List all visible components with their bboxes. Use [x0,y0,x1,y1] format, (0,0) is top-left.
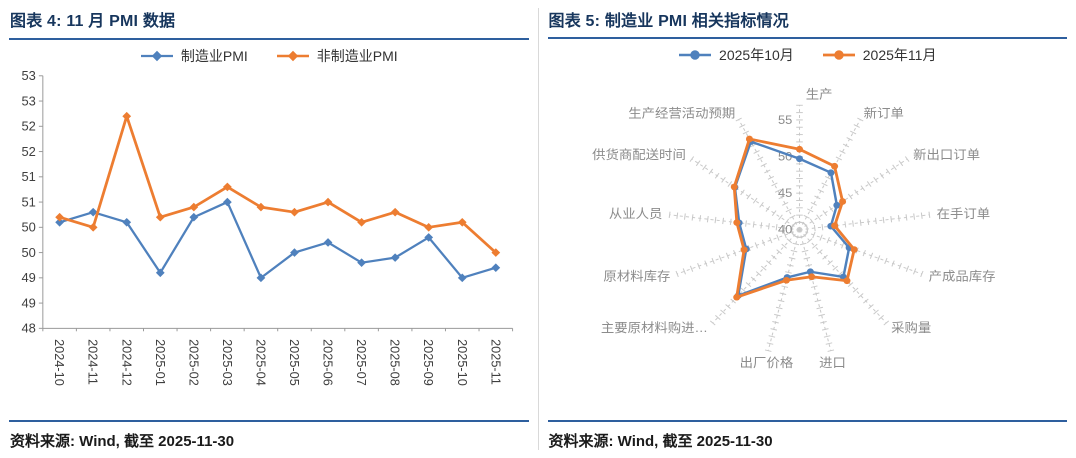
svg-text:50: 50 [21,245,35,260]
series-制造业PMI [55,197,501,282]
svg-text:进口: 进口 [819,355,846,370]
svg-text:2025-07: 2025-07 [354,339,369,386]
svg-text:53: 53 [21,93,35,108]
line-circle-marker-icon [822,50,855,60]
svg-text:2024-12: 2024-12 [119,339,134,386]
figure-5-source: 资料来源: Wind, 截至 2025-11-30 [547,420,1067,454]
svg-text:2025-06: 2025-06 [321,339,336,386]
svg-text:2024-11: 2024-11 [86,339,101,385]
svg-text:45: 45 [777,186,791,200]
svg-text:52: 52 [21,144,35,159]
svg-text:53: 53 [21,68,35,83]
svg-text:供货商配送时间: 供货商配送时间 [592,147,686,162]
svg-text:新出口订单: 新出口订单 [913,147,980,162]
series-非制造业PMI [55,111,501,257]
legend-item-manufacturing-pmi: 制造业PMI [140,46,248,66]
svg-text:新订单: 新订单 [863,106,903,121]
figure-4-source: 资料来源: Wind, 截至 2025-11-30 [9,420,529,454]
series-2025年11月 [730,135,858,301]
legend-item-nonmanufacturing-pmi: 非制造业PMI [276,46,398,66]
figure-5-title: 图表 5: 制造业 PMI 相关指标情况 [547,5,1067,39]
svg-text:2025-08: 2025-08 [388,339,403,386]
svg-text:2025-03: 2025-03 [220,339,235,386]
svg-text:48: 48 [21,320,35,335]
svg-text:出厂价格: 出厂价格 [739,355,793,370]
svg-text:50: 50 [21,219,35,234]
svg-text:2025-05: 2025-05 [287,339,302,386]
pmi-radar-chart: 40455055生产新订单新出口订单在手订单产成品库存采购量进口出厂价格主要原材… [592,87,995,370]
svg-text:在手订单: 在手订单 [936,206,990,221]
svg-text:原材料库存: 原材料库存 [603,269,670,284]
svg-text:从业人员: 从业人员 [608,206,662,221]
svg-text:2025-02: 2025-02 [186,339,201,386]
radar-chart-legend: 2025年10月 2025年11月 [548,39,1068,65]
axes: 48 49 49 50 50 51 51 52 52 53 53 2024-10 2024-11 2024… [21,68,514,386]
pmi-line-chart: 48 49 49 50 50 51 51 52 52 53 53 2024-10 2024-11 2024… [21,68,514,386]
svg-text:生产经营活动预期: 生产经营活动预期 [628,106,735,121]
svg-text:51: 51 [21,169,35,184]
svg-text:采购量: 采购量 [891,320,931,335]
figure-5-chart-area: 2025年10月 2025年11月 40 45 50 55 生产 新订单 新出口订单 在手订单… [548,39,1068,420]
svg-text:2025-10: 2025-10 [455,339,470,386]
figure-4-chart-area: 制造业PMI 非制造业PMI 48 49 49 50 50 51 51 52 52 53 53 202… [9,40,529,420]
legend-label-nonmanufacturing-pmi: 非制造业PMI [316,47,398,64]
line-diamond-marker-icon [276,50,309,61]
svg-text:55: 55 [777,113,791,127]
svg-text:2025-04: 2025-04 [253,339,268,386]
legend-label-october: 2025年10月 [719,46,794,63]
legend-label-manufacturing-pmi: 制造业PMI [180,47,248,64]
figure-4-title: 图表 4: 11 月 PMI 数据 [9,5,529,40]
svg-text:52: 52 [21,118,35,133]
legend-label-november: 2025年11月 [862,46,937,63]
legend-item-november: 2025年11月 [822,45,937,65]
svg-text:2025-01: 2025-01 [153,339,168,386]
svg-text:51: 51 [21,194,35,209]
line-circle-marker-icon [679,50,712,60]
svg-text:主要原材料购进…: 主要原材料购进… [600,320,707,335]
svg-text:49: 49 [21,270,35,285]
svg-text:2024-10: 2024-10 [52,339,67,386]
figure-4-panel: 图表 4: 11 月 PMI 数据 制造业PMI 非制造业PMI [9,5,529,454]
svg-text:2025-09: 2025-09 [421,339,436,386]
line-chart-legend: 制造业PMI 非制造业PMI [9,40,529,66]
svg-text:2025-11: 2025-11 [488,339,503,385]
svg-text:生产: 生产 [805,87,832,102]
line-diamond-marker-icon [140,50,173,61]
svg-text:40: 40 [777,223,791,237]
svg-text:49: 49 [21,295,35,310]
svg-text:产成品库存: 产成品库存 [928,269,995,284]
legend-item-october: 2025年10月 [678,45,794,65]
panel-divider [537,8,539,450]
figure-5-panel: 图表 5: 制造业 PMI 相关指标情况 2025年10月 2025年11月 [539,0,1076,458]
